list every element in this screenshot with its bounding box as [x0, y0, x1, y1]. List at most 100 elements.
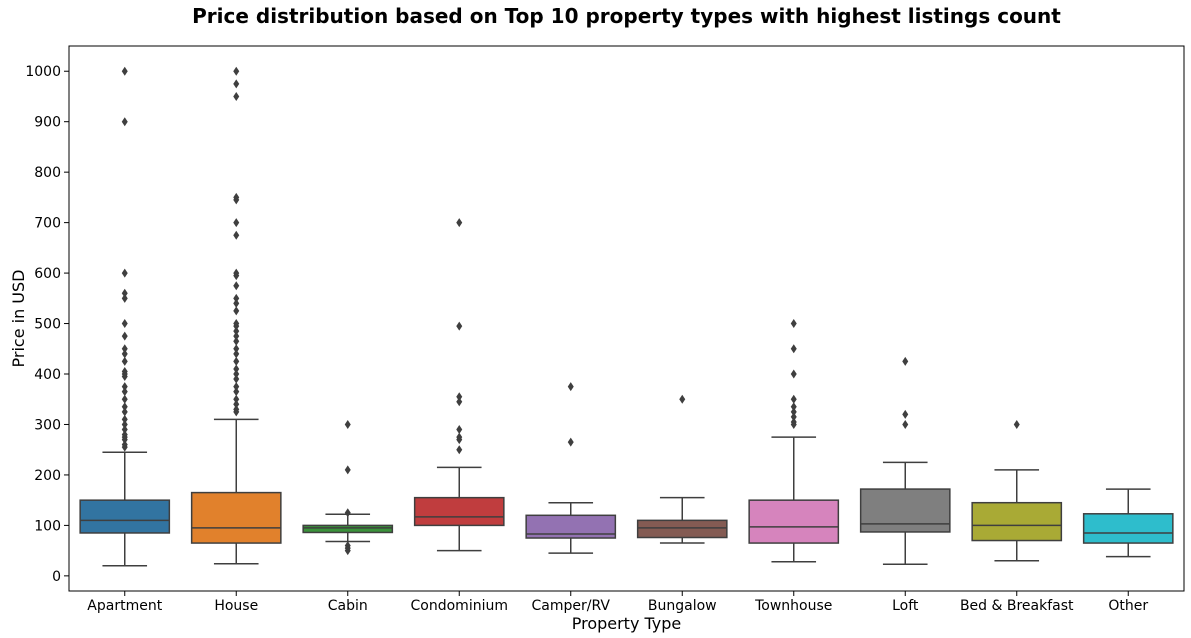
box-camper-rv: [525, 382, 617, 554]
iqr-box: [636, 519, 728, 539]
outlier-point: [121, 419, 128, 429]
outlier-point: [233, 321, 240, 331]
outlier-point: [121, 394, 128, 404]
x-tick-label: Apartment: [87, 598, 162, 614]
box-bed-breakfast: [971, 419, 1063, 562]
outlier-point: [233, 387, 240, 397]
outlier-point: [233, 382, 240, 392]
outlier-point: [121, 425, 128, 435]
y-tick-label: 100: [34, 518, 61, 534]
x-tick-label: Townhouse: [754, 598, 832, 614]
box-cabin: [302, 419, 394, 556]
outlier-point: [902, 356, 909, 366]
outlier-point: [456, 445, 463, 455]
outlier-point: [679, 394, 686, 404]
outlier-point: [233, 218, 240, 228]
box-townhouse: [748, 319, 840, 563]
y-tick-label: 900: [34, 115, 61, 131]
x-tick-label: Other: [1108, 598, 1148, 614]
y-tick-label: 800: [34, 165, 61, 181]
outlier-point: [902, 409, 909, 419]
outlier-point: [233, 407, 240, 417]
x-tick-label: Bungalow: [648, 598, 717, 614]
outlier-point: [233, 79, 240, 89]
outlier-point: [121, 117, 128, 127]
box-house: [190, 66, 282, 565]
box-apartment: [79, 66, 171, 567]
box-loft: [859, 356, 951, 566]
outlier-point: [121, 344, 128, 354]
outlier-point: [121, 435, 128, 445]
y-axis: 0 100 200 300 400 500 600 700 800 900 1000: [25, 64, 69, 585]
outlier-point: [790, 344, 797, 354]
x-tick-label: Condominium: [411, 598, 508, 614]
iqr-box: [859, 488, 951, 533]
outlier-point: [567, 437, 574, 447]
outlier-point: [121, 66, 128, 76]
outlier-point: [121, 331, 128, 341]
outlier-point: [790, 369, 797, 379]
outlier-point: [121, 442, 128, 452]
outlier-point: [233, 306, 240, 316]
outlier-point: [790, 402, 797, 412]
outlier-point: [456, 218, 463, 228]
x-tick-label: House: [214, 598, 258, 614]
box-other: [1082, 488, 1174, 558]
outlier-point: [233, 298, 240, 308]
outlier-point: [233, 271, 240, 281]
outlier-point: [233, 364, 240, 374]
iqr-box: [190, 491, 282, 544]
outlier-point: [790, 419, 797, 429]
plot-frame: [68, 45, 1185, 592]
box-bungalow: [636, 394, 728, 544]
outlier-point: [902, 419, 909, 429]
outlier-point: [233, 230, 240, 240]
outlier-point: [456, 392, 463, 402]
iqr-box: [79, 499, 171, 534]
outlier-point: [790, 407, 797, 417]
iqr-box: [525, 514, 617, 539]
outlier-point: [456, 435, 463, 445]
outlier-point: [456, 321, 463, 331]
y-tick-label: 400: [34, 367, 61, 383]
outlier-point: [233, 331, 240, 341]
outlier-point: [121, 319, 128, 329]
y-tick-label: 300: [34, 417, 61, 433]
outlier-point: [233, 394, 240, 404]
outlier-point: [233, 374, 240, 384]
outlier-point: [121, 349, 128, 359]
outlier-point: [233, 281, 240, 291]
outlier-point: [233, 91, 240, 101]
iqr-box: [971, 501, 1063, 542]
outlier-point: [233, 293, 240, 303]
outlier-point: [233, 326, 240, 336]
x-tick-label: Loft: [892, 598, 919, 614]
outlier-point: [233, 356, 240, 366]
y-tick-label: 200: [34, 468, 61, 484]
x-tick-label: Cabin: [328, 598, 368, 614]
iqr-box: [413, 496, 505, 527]
outlier-point: [233, 369, 240, 379]
outlier-point: [344, 465, 351, 475]
outlier-point: [790, 412, 797, 422]
outlier-point: [121, 407, 128, 417]
y-tick-label: 1000: [25, 64, 61, 80]
iqr-box: [1082, 513, 1174, 544]
iqr-box: [302, 524, 394, 534]
outlier-point: [344, 546, 351, 556]
outlier-point: [1013, 419, 1020, 429]
outlier-point: [344, 419, 351, 429]
outlier-point: [567, 382, 574, 392]
outlier-point: [121, 402, 128, 412]
outlier-point: [233, 399, 240, 409]
outlier-point: [121, 387, 128, 397]
boxes-layer: [79, 66, 1174, 567]
y-tick-label: 700: [34, 216, 61, 232]
x-axis-label: Property Type: [572, 614, 682, 633]
outlier-point: [121, 356, 128, 366]
outlier-point: [344, 508, 351, 518]
outlier-point: [121, 293, 128, 303]
outlier-point: [121, 382, 128, 392]
y-tick-label: 0: [52, 569, 61, 585]
